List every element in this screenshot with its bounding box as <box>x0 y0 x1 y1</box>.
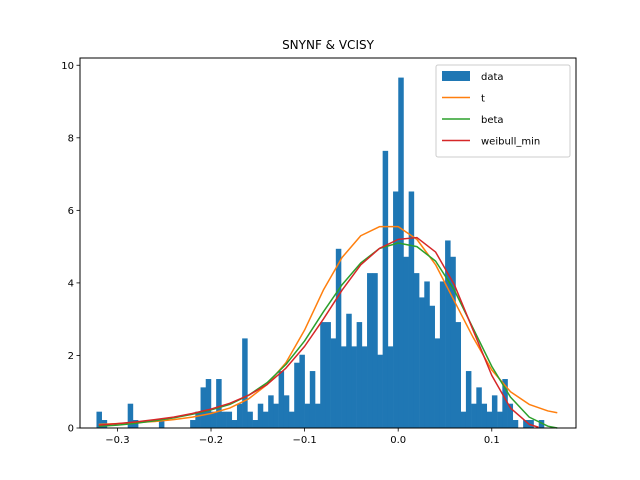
histogram-bar <box>424 281 430 428</box>
y-tick-label: 6 <box>68 206 74 217</box>
histogram-bar <box>330 338 337 428</box>
histogram-bar <box>434 338 441 428</box>
x-tick-label: −0.1 <box>292 435 316 446</box>
histogram-bar <box>242 338 248 428</box>
histogram-bar <box>471 403 477 428</box>
histogram-bar <box>413 273 420 428</box>
histogram-bar <box>491 395 498 428</box>
histogram-bar <box>512 420 519 428</box>
legend: data t beta weibull_min <box>435 64 571 158</box>
histogram-bar <box>450 256 456 428</box>
histogram-bar <box>460 411 467 428</box>
histogram-bar <box>361 346 368 428</box>
x-tick-label: 0.0 <box>390 435 406 446</box>
histogram-bar <box>195 411 201 428</box>
histogram-bar <box>210 411 217 428</box>
histogram-bar <box>507 403 514 428</box>
histogram-bar <box>205 379 212 428</box>
histogram-bar <box>351 346 357 428</box>
histogram-bar <box>257 403 264 428</box>
y-tick-label: 8 <box>68 133 74 144</box>
axes-frame <box>79 57 577 429</box>
histogram-bar <box>247 411 253 428</box>
histogram-bar <box>476 387 482 428</box>
histogram-bar <box>236 403 243 428</box>
histogram-bar <box>278 371 285 428</box>
histogram-bar <box>387 346 394 428</box>
histogram-bar <box>382 150 389 429</box>
x-tick-label: 0.1 <box>484 435 500 446</box>
histogram-bar <box>439 281 446 428</box>
histogram-bar <box>325 322 331 428</box>
histogram-bar <box>429 305 435 428</box>
legend-label-beta: beta <box>481 115 504 126</box>
histogram-bar <box>304 403 311 428</box>
histogram-bar <box>356 322 363 428</box>
histogram-bar <box>273 403 279 428</box>
histogram-bar <box>455 322 461 428</box>
histogram-bar <box>377 354 383 428</box>
histogram-bar <box>216 379 222 428</box>
histogram-bar <box>315 403 321 428</box>
histogram-bar <box>158 420 165 428</box>
histogram-bar <box>262 411 269 428</box>
histogram-bar <box>252 420 259 428</box>
x-axis: −0.3 −0.2 −0.1 0.0 0.1 <box>105 428 500 446</box>
histogram-bar <box>309 371 316 428</box>
histogram-bar <box>445 240 451 428</box>
histogram-bar <box>127 403 134 428</box>
histogram-bar <box>372 273 378 428</box>
histogram-bar <box>523 420 529 428</box>
histogram-bar <box>320 322 326 428</box>
legend-label-t: t <box>481 94 485 105</box>
y-tick-label: 2 <box>68 351 74 362</box>
histogram-bar <box>393 191 399 428</box>
legend-swatch-data <box>442 71 470 81</box>
histogram-bar <box>398 77 404 428</box>
histogram-bar <box>528 420 534 428</box>
histogram-bar <box>346 313 352 428</box>
x-tick-label: −0.3 <box>105 435 129 446</box>
fit-lines <box>98 225 558 429</box>
x-tick-label: −0.2 <box>199 435 223 446</box>
histogram-bar <box>335 248 342 428</box>
legend-label-data: data <box>481 72 504 83</box>
y-tick-label: 10 <box>61 61 74 72</box>
histogram-bar <box>221 411 227 428</box>
chart-title: SNYNF & VCISY <box>282 38 375 52</box>
y-tick-label: 0 <box>68 424 74 435</box>
histogram-bar <box>538 420 545 428</box>
histogram-bar <box>486 411 493 428</box>
histogram-bar <box>408 191 415 428</box>
y-tick-label: 4 <box>68 278 74 289</box>
series-line-weibull-min <box>98 236 539 428</box>
histogram-bar <box>200 387 207 428</box>
histogram-bar <box>226 411 233 428</box>
histogram-bar <box>283 395 290 428</box>
legend-label-weibull-min: weibull_min <box>481 137 540 148</box>
histogram-bar <box>190 420 196 428</box>
histogram-bar <box>465 371 472 428</box>
histogram-bars <box>96 77 545 429</box>
histogram-bar <box>367 273 373 428</box>
series-line-t <box>98 225 558 426</box>
y-axis: 0 2 4 6 8 10 <box>61 61 80 435</box>
histogram-bar <box>502 379 508 428</box>
histogram-bar <box>341 346 347 428</box>
histogram-bar <box>481 403 488 428</box>
histogram-bar <box>288 411 295 428</box>
histogram-bar <box>268 395 274 428</box>
histogram-bar <box>231 420 238 428</box>
histogram-bar <box>294 362 300 428</box>
legend-box <box>435 64 571 158</box>
histogram-bar <box>299 354 305 428</box>
histogram-bar <box>497 411 503 428</box>
histogram-bar <box>419 297 425 428</box>
histogram-bar <box>403 256 409 428</box>
histogram-bar <box>96 411 102 428</box>
